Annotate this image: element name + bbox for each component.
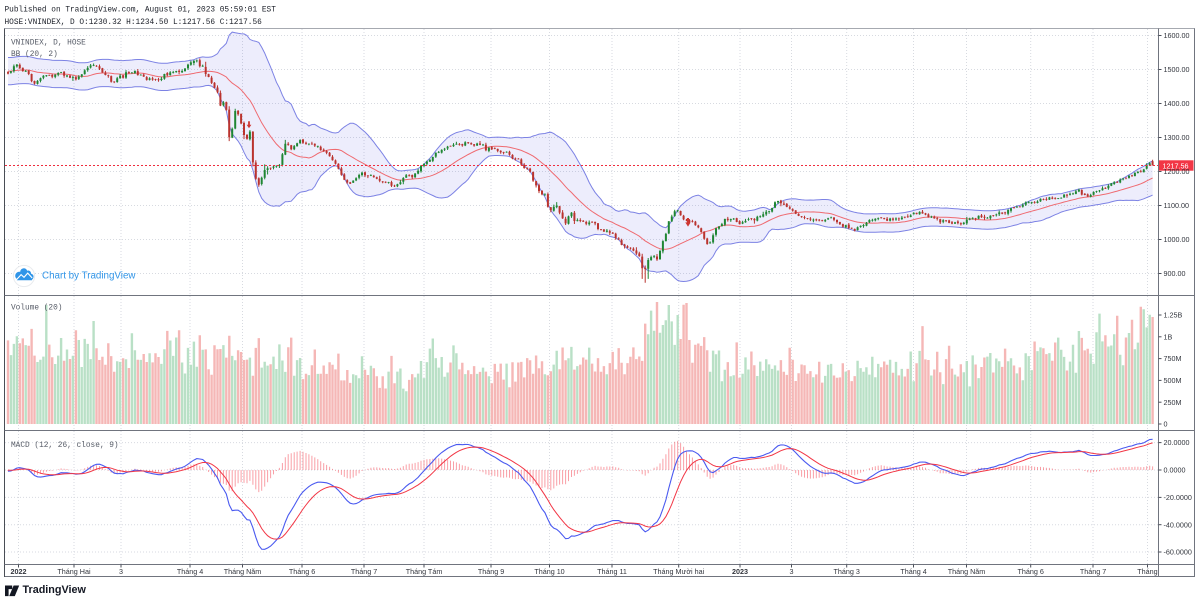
- svg-text:1100.00: 1100.00: [1164, 201, 1189, 210]
- svg-text:-60.0000: -60.0000: [1164, 548, 1192, 557]
- svg-text:VNINDEX, D, HOSE: VNINDEX, D, HOSE: [11, 40, 86, 48]
- svg-text:1217.56: 1217.56: [1163, 161, 1189, 170]
- svg-text:Tháng 7: Tháng 7: [351, 567, 377, 576]
- svg-text:3: 3: [790, 567, 794, 576]
- svg-text:Tháng Năm: Tháng Năm: [224, 567, 262, 576]
- svg-text:Tháng 11: Tháng 11: [597, 567, 627, 576]
- svg-text:1600.00: 1600.00: [1164, 31, 1190, 40]
- svg-text:Tháng Mười hai: Tháng Mười hai: [653, 567, 704, 576]
- svg-text:900.00: 900.00: [1164, 269, 1186, 278]
- svg-text:Tháng 6: Tháng 6: [1018, 567, 1044, 576]
- svg-text:1300.00: 1300.00: [1164, 133, 1190, 142]
- svg-text:Tháng 6: Tháng 6: [289, 567, 315, 576]
- svg-text:Tháng Năm: Tháng Năm: [948, 567, 986, 576]
- svg-text:750M: 750M: [1164, 354, 1182, 363]
- svg-text:TradingView: TradingView: [23, 584, 87, 596]
- svg-text:Tháng Hai: Tháng Hai: [57, 567, 91, 576]
- svg-text:Tháng 10: Tháng 10: [534, 567, 564, 576]
- svg-text:Chart by TradingView: Chart by TradingView: [42, 270, 136, 281]
- svg-text:250M: 250M: [1164, 398, 1182, 407]
- svg-text:MACD (12, 26, close, 9): MACD (12, 26, close, 9): [11, 442, 119, 450]
- svg-text:3: 3: [119, 567, 123, 576]
- svg-text:1.25B: 1.25B: [1164, 311, 1183, 320]
- svg-text:BB (20, 2): BB (20, 2): [11, 51, 58, 59]
- svg-text:20.0000: 20.0000: [1164, 438, 1190, 447]
- svg-text:HOSE:VNINDEX, D O:1230.32 H:12: HOSE:VNINDEX, D O:1230.32 H:1234.50 L:12…: [5, 19, 263, 27]
- svg-text:1400.00: 1400.00: [1164, 99, 1190, 108]
- svg-text:0.0000: 0.0000: [1164, 466, 1186, 475]
- svg-text:-20.0000: -20.0000: [1164, 493, 1192, 502]
- svg-text:0: 0: [1164, 420, 1168, 429]
- svg-text:1B: 1B: [1164, 332, 1173, 341]
- svg-text:Tháng 7: Tháng 7: [1080, 567, 1106, 576]
- svg-text:Tháng 3: Tháng 3: [834, 567, 860, 576]
- svg-text:Volume (20): Volume (20): [11, 305, 62, 313]
- svg-text:1500.00: 1500.00: [1164, 65, 1190, 74]
- svg-text:Tháng 4: Tháng 4: [900, 567, 926, 576]
- svg-text:Tháng: Tháng: [1137, 567, 1157, 576]
- svg-text:Tháng 9: Tháng 9: [478, 567, 504, 576]
- svg-text:2023: 2023: [732, 567, 748, 576]
- svg-text:-40.0000: -40.0000: [1164, 520, 1192, 529]
- svg-text:2022: 2022: [11, 567, 27, 576]
- svg-text:Tháng Tám: Tháng Tám: [406, 567, 443, 576]
- svg-text:Published on TradingView.com,: Published on TradingView.com, August 01,…: [5, 6, 277, 14]
- svg-text:Tháng 4: Tháng 4: [177, 567, 203, 576]
- svg-text:1200.00: 1200.00: [1164, 167, 1190, 176]
- svg-text:500M: 500M: [1164, 376, 1182, 385]
- svg-text:1000.00: 1000.00: [1164, 235, 1190, 244]
